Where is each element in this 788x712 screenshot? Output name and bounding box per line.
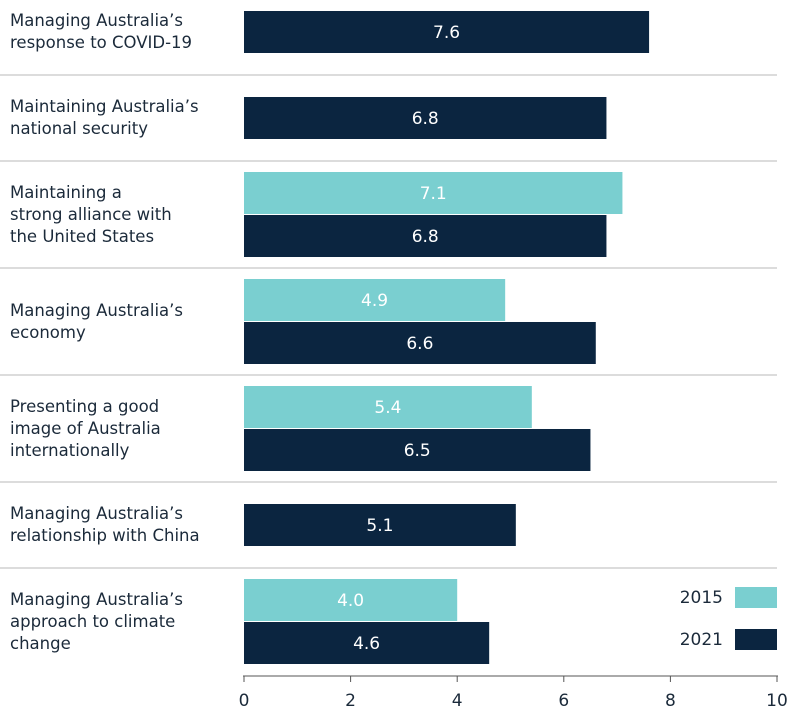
category-label: Managing Australia’s approach to climate… xyxy=(10,589,183,653)
value-label: 4.6 xyxy=(353,634,380,654)
x-tick-label: 6 xyxy=(558,691,569,711)
value-label: 4.9 xyxy=(361,291,388,311)
value-label: 7.1 xyxy=(420,184,447,204)
bar xyxy=(244,386,532,428)
x-tick-label: 2 xyxy=(345,691,356,711)
value-label: 6.5 xyxy=(404,441,431,461)
bar xyxy=(244,172,623,214)
legend-swatch xyxy=(735,587,777,608)
legend-swatch xyxy=(735,629,777,650)
value-label: 6.8 xyxy=(412,227,439,247)
bar xyxy=(244,429,591,471)
x-tick-label: 0 xyxy=(239,691,250,711)
category-label: Managing Australia’s relationship with C… xyxy=(10,504,200,545)
category-label: Managing Australia’s economy xyxy=(10,300,183,342)
value-label: 5.1 xyxy=(366,516,393,536)
bar xyxy=(244,322,596,364)
category-label: Presenting a good image of Australia int… xyxy=(10,396,161,460)
value-label: 4.0 xyxy=(337,591,364,611)
x-tick-label: 4 xyxy=(452,691,463,711)
category-label: Maintaining Australia’s national securit… xyxy=(10,97,199,138)
bar xyxy=(244,215,607,257)
value-label: 6.8 xyxy=(412,109,439,129)
value-label: 6.6 xyxy=(406,334,433,354)
x-tick-label: 8 xyxy=(665,691,676,711)
category-label: Managing Australia’s response to COVID-1… xyxy=(10,11,193,52)
x-tick-label: 10 xyxy=(766,691,788,711)
bar xyxy=(244,504,516,546)
legend-label: 2015 xyxy=(680,588,723,608)
bar xyxy=(244,11,650,53)
category-label: Maintaining a strong alliance with the U… xyxy=(10,182,172,246)
legend-label: 2021 xyxy=(680,630,723,650)
value-label: 7.6 xyxy=(433,23,460,43)
bar xyxy=(244,279,506,321)
bar xyxy=(244,97,607,139)
bar xyxy=(244,579,458,621)
bar xyxy=(244,622,490,664)
value-label: 5.4 xyxy=(374,398,401,418)
